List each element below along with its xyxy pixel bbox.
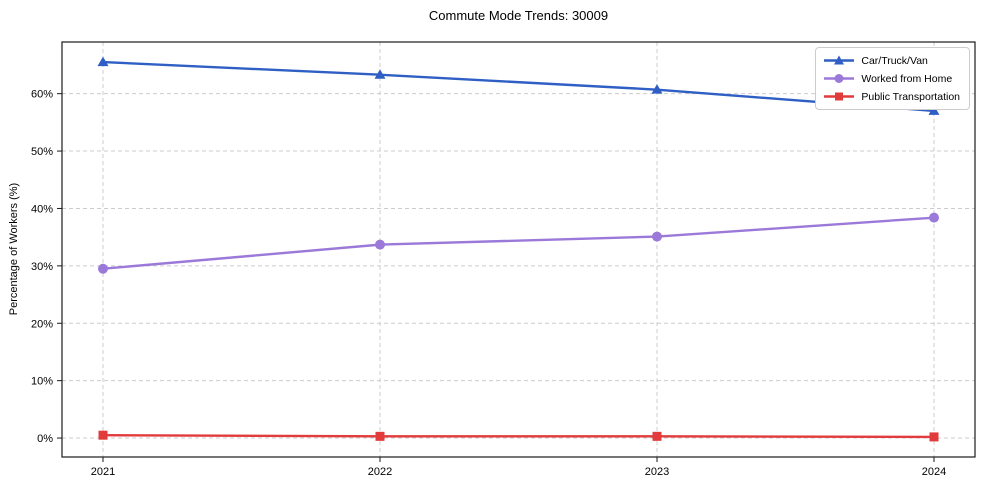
circle-legend-glyph-icon <box>824 74 855 83</box>
series-line <box>101 60 936 113</box>
legend-label: Worked from Home <box>861 72 953 85</box>
series-line <box>101 433 936 439</box>
y-tick-label: 10% <box>31 376 53 388</box>
y-tick-label: 60% <box>31 89 53 101</box>
data-point-marker <box>929 432 939 442</box>
legend-item-worked-from-home: Worked from Home <box>823 71 960 86</box>
data-point-marker <box>652 431 662 441</box>
y-tick-label: 40% <box>31 203 53 215</box>
axis-ticks: 0% 10% 20% 30% 40% 50% 60% 2021 2022 2023 2024 <box>31 89 946 478</box>
x-tick-label: 2022 <box>368 466 392 478</box>
legend-label: Public Transportation <box>861 90 960 103</box>
chart-title: Commute Mode Trends: 30009 <box>428 8 609 23</box>
y-tick-label: 0% <box>37 433 53 445</box>
data-point-marker <box>652 231 662 242</box>
y-tick-label: 20% <box>31 318 53 330</box>
data-point-marker <box>98 263 108 274</box>
data-point-marker <box>929 212 939 223</box>
legend-item-public-transportation: Public Transportation <box>823 89 960 104</box>
x-tick-label: 2023 <box>645 466 669 478</box>
data-point-marker <box>651 84 663 94</box>
series-public-transportation <box>98 430 939 442</box>
data-point-marker <box>374 69 386 79</box>
y-tick-label: 50% <box>31 146 53 158</box>
triangle-legend-glyph-icon <box>824 55 855 65</box>
legend-item-car-truck-van: Car/Truck/Van <box>823 53 960 68</box>
x-tick-label: 2021 <box>91 466 115 478</box>
legend: Car/Truck/Van Worked from Home Public Tran… <box>815 47 970 110</box>
series-line <box>101 216 936 270</box>
data-point-marker <box>375 239 385 250</box>
x-tick-label: 2024 <box>922 466 946 478</box>
series-worked-from-home <box>98 212 939 274</box>
data-point-marker <box>98 430 108 440</box>
series-car-truck-van <box>97 56 940 115</box>
data-point-marker <box>97 56 109 67</box>
gridlines <box>62 42 975 457</box>
data-point-marker <box>928 105 940 115</box>
y-tick-label: 30% <box>31 261 53 273</box>
legend-label: Car/Truck/Van <box>861 54 928 67</box>
square-legend-glyph-icon <box>824 92 855 101</box>
data-point-marker <box>375 431 385 441</box>
plot-border <box>61 41 976 458</box>
